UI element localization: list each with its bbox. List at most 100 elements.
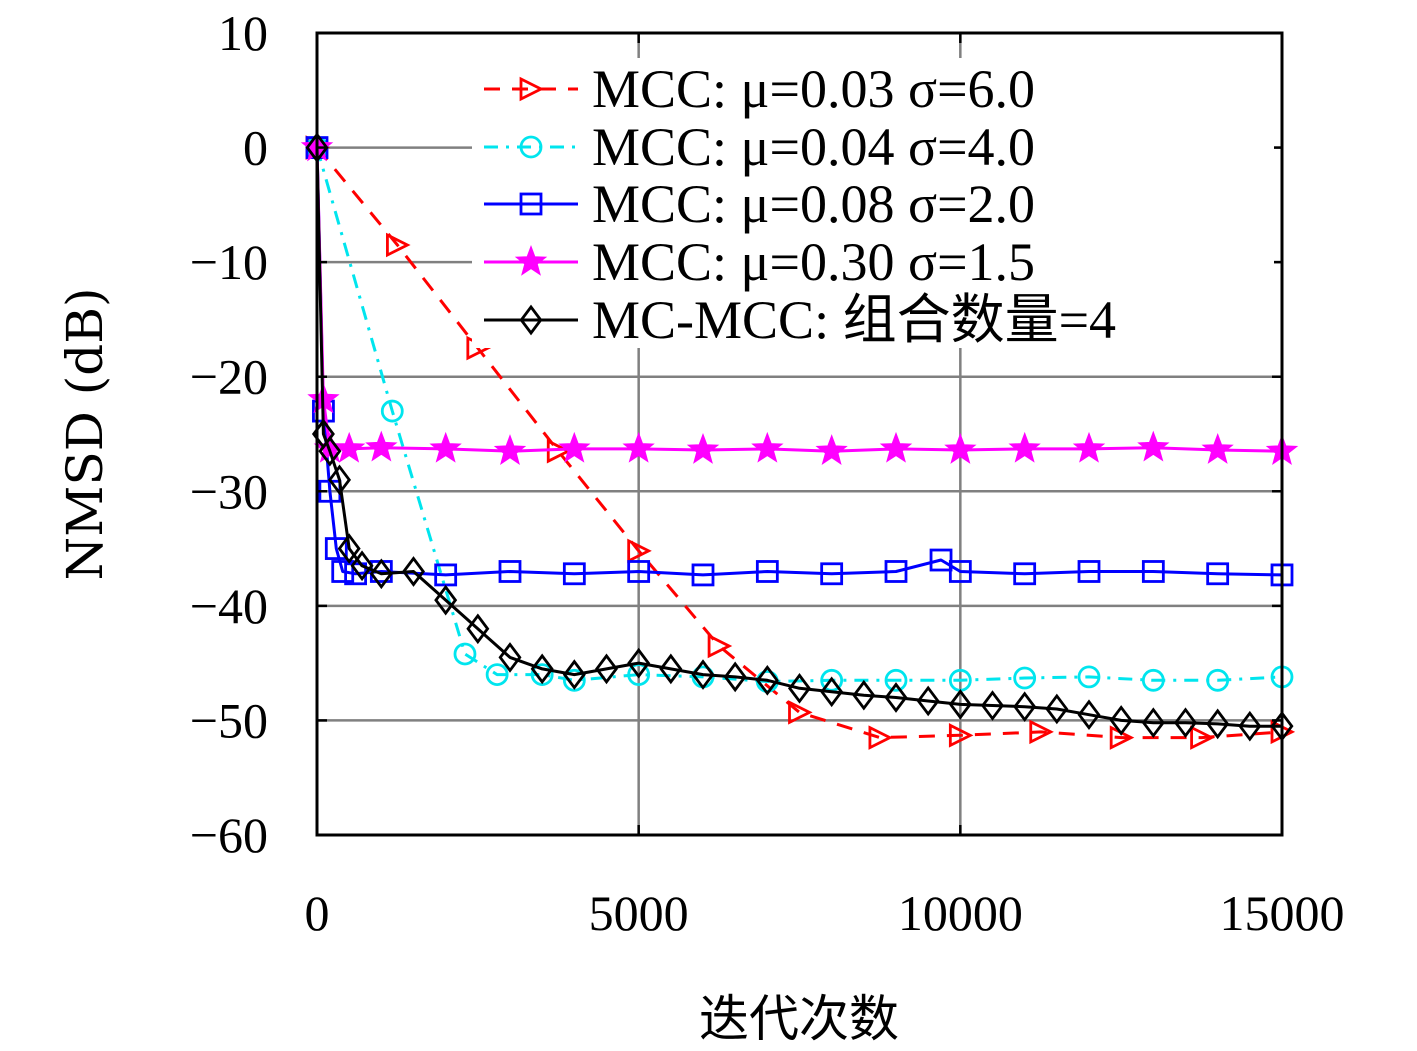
series-4 [300, 130, 1299, 465]
series-point [1137, 430, 1170, 462]
series-point [1206, 668, 1230, 692]
series-point [1013, 691, 1037, 723]
series-point [884, 560, 908, 583]
series-point [627, 647, 651, 679]
series-point [562, 562, 586, 586]
series-line [315, 147, 1283, 577]
legend-swatch-marker [519, 135, 543, 159]
series-point [1201, 432, 1234, 464]
series-point [1238, 710, 1262, 742]
series-point [755, 664, 779, 696]
series-point [318, 435, 342, 467]
legend-label: MCC: μ=0.30 σ=1.5 [592, 232, 1035, 292]
series-point [1174, 707, 1197, 739]
series-point [820, 562, 844, 586]
series-point [751, 431, 784, 463]
series-point [332, 431, 366, 463]
series-point [659, 653, 683, 685]
series-point [723, 661, 747, 693]
series-point [1013, 666, 1037, 690]
series-point [916, 685, 940, 717]
series-point [1141, 560, 1165, 583]
legend-swatch-marker [514, 244, 548, 276]
plot-frame [315, 31, 1284, 837]
series-point [948, 689, 972, 720]
series-point [369, 558, 393, 590]
series-point [755, 560, 779, 583]
series-point [820, 676, 844, 708]
legend-item: MC-MCC: 组合数量=4 [484, 290, 1116, 350]
series-point [466, 613, 490, 645]
legend-item: MCC: μ=0.30 σ=1.5 [484, 232, 1035, 292]
series-5 [305, 132, 1294, 742]
series-point [498, 560, 522, 583]
series-point [1141, 707, 1165, 739]
x-tick-label: 5000 [589, 885, 689, 941]
series-point [1206, 562, 1230, 586]
series-point [434, 584, 458, 616]
y-tick-label: −10 [190, 234, 268, 290]
series-point [815, 434, 848, 465]
legend-swatch-marker [519, 76, 545, 102]
series-point [453, 642, 477, 666]
series-point [788, 673, 811, 704]
series-point [530, 653, 554, 685]
series-point [1141, 668, 1165, 692]
series-point [1077, 699, 1101, 731]
legend-swatch-marker [519, 304, 543, 336]
series-point [1045, 693, 1069, 725]
series-point [498, 642, 522, 673]
series-point [328, 464, 352, 496]
series-point [595, 653, 618, 685]
series-point [1029, 719, 1054, 745]
series-point [948, 723, 974, 748]
series-point [530, 663, 554, 686]
series-point [1077, 665, 1101, 689]
series-point [1072, 431, 1106, 463]
series-point [386, 232, 411, 258]
legend-label: MCC: μ=0.04 σ=4.0 [592, 117, 1035, 177]
series-point [691, 563, 715, 587]
series-point [485, 663, 509, 686]
y-tick-label: −50 [190, 692, 268, 748]
y-tick-label: −60 [190, 807, 268, 863]
y-tick-label: 0 [243, 120, 268, 176]
series-point [852, 679, 876, 711]
series-point [402, 556, 425, 587]
y-axis-label: NMSD (dB) [56, 288, 114, 581]
series-point [981, 690, 1004, 721]
series-point [365, 430, 398, 462]
legend-label: MC-MCC: 组合数量=4 [592, 290, 1116, 350]
series-point [707, 633, 733, 659]
legend-item: MCC: μ=0.08 σ=2.0 [484, 174, 1035, 234]
legend-swatch-marker [519, 192, 543, 216]
x-tick-label: 15000 [1220, 885, 1345, 941]
series-point [948, 560, 972, 583]
series-point [622, 431, 655, 463]
series-3 [305, 136, 1294, 587]
series-point [562, 668, 586, 692]
series-point [1008, 431, 1041, 463]
series-point [884, 682, 908, 713]
series-point [929, 548, 953, 572]
legend-box [472, 58, 1274, 348]
series-point [562, 659, 586, 690]
legend-item: MCC: μ=0.03 σ=6.0 [484, 59, 1035, 119]
series-point [1190, 725, 1215, 750]
series-layer [300, 130, 1299, 750]
series-point [627, 560, 651, 583]
legend-label: MCC: μ=0.03 σ=6.0 [592, 59, 1035, 119]
series-point [429, 431, 462, 463]
x-tick-label: 0 [305, 885, 330, 941]
series-point [493, 434, 527, 465]
ticks: 0 5000 10000 15000 10 0 −10 −20 −30 −40 −50 −60 [190, 5, 1345, 941]
series-point [1109, 705, 1133, 736]
series-point [380, 399, 404, 423]
series-point [868, 725, 894, 750]
series-point [337, 533, 361, 564]
y-tick-label: −40 [190, 578, 268, 634]
series-point [686, 432, 720, 464]
series-point [879, 431, 913, 463]
